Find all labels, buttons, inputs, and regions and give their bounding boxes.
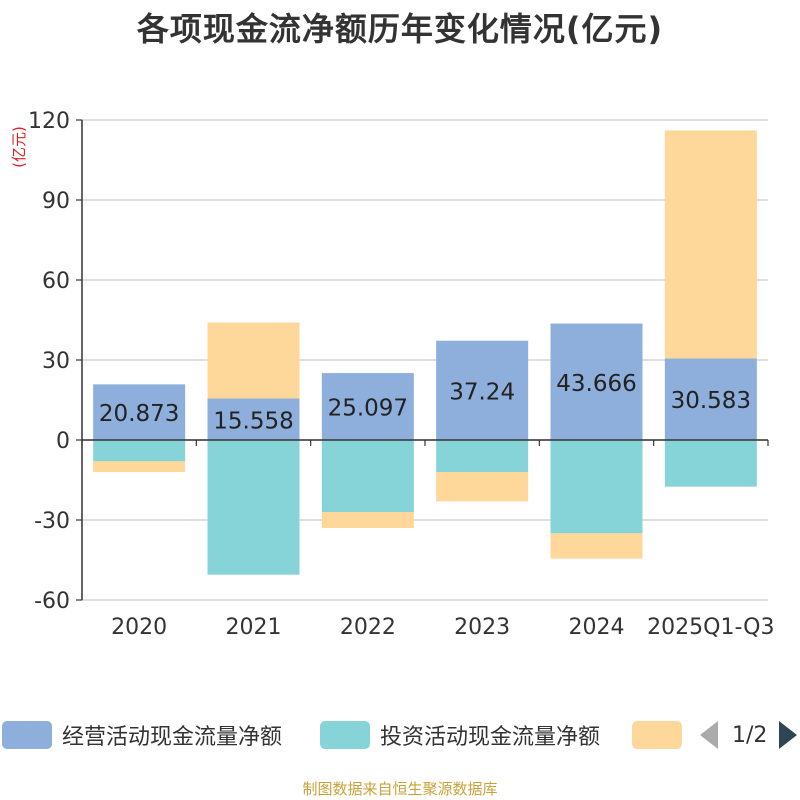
bar-series1-2024 <box>550 440 643 534</box>
legend-label-investing: 投资活动现金流量净额 <box>380 725 601 750</box>
x-tick-label: 2020 <box>111 615 167 640</box>
legend-swatch-financing <box>632 721 682 749</box>
x-tick-label: 2025Q1-Q3 <box>647 615 774 640</box>
bar-series1-2022 <box>321 440 414 512</box>
y-tick-label: -60 <box>34 589 70 614</box>
data-label: 25.097 <box>328 396 408 422</box>
legend-pager: 1/2 <box>700 720 798 750</box>
legend-page-indicator: 1/2 <box>732 722 768 748</box>
bar-series0-2022 <box>321 373 414 440</box>
bar-series1-2021 <box>207 440 300 575</box>
bar-series2-2024 <box>550 533 643 559</box>
data-label: 43.666 <box>556 371 636 397</box>
legend-item-financing[interactable] <box>632 720 692 750</box>
legend-swatch-investing <box>320 721 370 749</box>
legend-item-investing[interactable]: 投资活动现金流量净额 <box>320 720 600 750</box>
bar-series2-2023 <box>436 472 529 502</box>
bar-series2-2025Q1-Q3 <box>664 130 757 359</box>
y-tick-label: -30 <box>34 509 70 534</box>
bar-series1-2025Q1-Q3 <box>664 440 757 487</box>
y-tick-label: 0 <box>56 429 70 454</box>
y-tick-label: 60 <box>42 269 70 294</box>
y-tick-label: 120 <box>28 109 70 134</box>
legend-swatch-operating <box>2 721 52 749</box>
data-label: 20.873 <box>99 401 179 427</box>
y-axis-label: (亿元) <box>10 126 28 168</box>
x-tick-label: 2023 <box>454 615 510 640</box>
bar-series1-2020 <box>93 440 186 462</box>
x-tick-label: 2021 <box>226 615 282 640</box>
legend-prev-page-icon[interactable] <box>700 721 718 749</box>
y-tick-label: 30 <box>42 349 70 374</box>
bar-series0-2024 <box>550 323 643 440</box>
data-label: 37.24 <box>449 379 515 405</box>
source-note: 制图数据来自恒生聚源数据库 <box>302 780 498 798</box>
chart-title: 各项现金流净额历年变化情况(亿元) <box>136 10 664 48</box>
bar-series2-2021 <box>207 322 300 399</box>
bar-series2-2020 <box>93 461 186 472</box>
bar-series2-2022 <box>321 512 414 528</box>
legend-label-operating: 经营活动现金流量净额 <box>62 725 283 750</box>
bar-series0-2021 <box>207 398 300 440</box>
x-tick-label: 2024 <box>569 615 625 640</box>
legend-item-operating[interactable]: 经营活动现金流量净额 <box>2 720 282 750</box>
data-label: 15.558 <box>213 408 293 434</box>
data-label: 30.583 <box>671 388 751 414</box>
bar-series0-2023 <box>436 340 529 440</box>
chart-plot: 120 90 60 30 0 -30 -60 (亿元) 20.873 15.558 25.097 37… <box>10 109 775 640</box>
x-tick-label: 2022 <box>340 615 396 640</box>
legend-next-page-icon[interactable] <box>779 721 798 749</box>
bar-series1-2023 <box>436 440 529 472</box>
legend: 经营活动现金流量净额 投资活动现金流量净额 1/2 <box>0 716 800 756</box>
bar-series0-2025Q1-Q3 <box>664 358 757 440</box>
y-tick-label: 90 <box>42 189 70 214</box>
bar-series0-2020 <box>93 384 186 440</box>
